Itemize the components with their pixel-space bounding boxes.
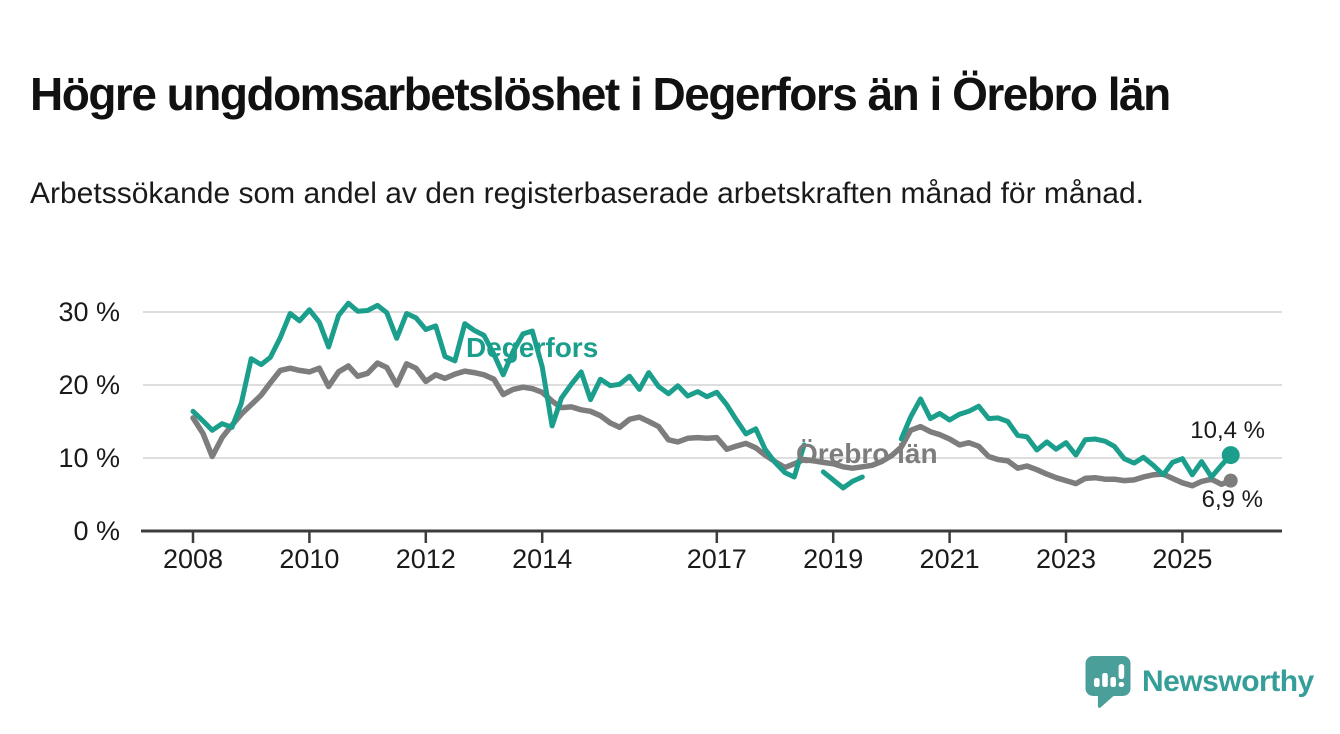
newsworthy-brand-text: Newsworthy bbox=[1142, 664, 1314, 698]
x-tick-label-2008: 2008 bbox=[163, 544, 223, 574]
newsworthy-logo-icon bbox=[1085, 656, 1131, 708]
x-tick-label-2023: 2023 bbox=[1036, 544, 1096, 574]
y-tick-label-30: 30 % bbox=[58, 297, 120, 327]
x-tick-label-2025: 2025 bbox=[1152, 544, 1212, 574]
y-tick-label-0: 0 % bbox=[73, 516, 120, 546]
end-value-label-orebro-lan: 6,9 % bbox=[1201, 486, 1263, 513]
series-path-orebro-lan bbox=[190, 360, 1234, 489]
x-tick-label-2012: 2012 bbox=[396, 544, 456, 574]
end-dot-orebro-lan bbox=[1223, 473, 1238, 488]
series-label-degerfors: Degerfors bbox=[466, 332, 599, 363]
end-value-label-degerfors: 10,4 % bbox=[1190, 417, 1265, 444]
series-label-orebro-lan: Örebro län bbox=[796, 438, 938, 469]
y-tick-label-10: 10 % bbox=[58, 443, 120, 473]
chart-subtitle: Arbetssökande som andel av den registerb… bbox=[30, 177, 1144, 210]
newsworthy-brand: Newsworthy bbox=[1085, 655, 1314, 708]
y-tick-label-20: 20 % bbox=[58, 370, 120, 400]
x-tick-label-2014: 2014 bbox=[512, 544, 572, 574]
x-tick-label-2019: 2019 bbox=[803, 544, 863, 574]
end-dot-degerfors bbox=[1221, 446, 1240, 465]
x-tick-label-2010: 2010 bbox=[279, 544, 339, 574]
x-tick-label-2017: 2017 bbox=[687, 544, 747, 574]
page-title: Högre ungdomsarbetslöshet i Degerfors än… bbox=[30, 67, 1171, 120]
series-path-degerfors bbox=[190, 300, 1234, 491]
x-tick-label-2021: 2021 bbox=[920, 544, 980, 574]
